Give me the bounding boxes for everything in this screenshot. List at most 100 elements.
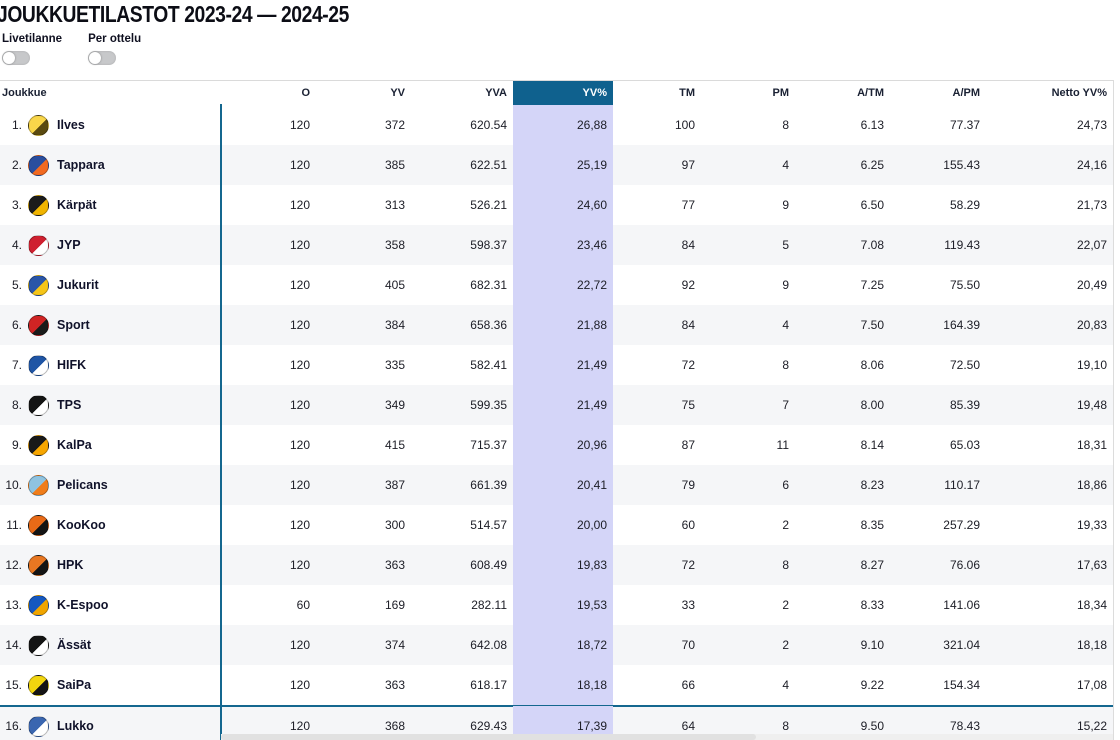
stat-yv: 405 xyxy=(384,278,405,292)
table-row[interactable]: 14. Ässät 120 374 642.08 18,72 70 2 9.10 321.04 18… xyxy=(0,625,1113,665)
stat-pm: 8 xyxy=(782,118,789,132)
stats-table: Joukkue O YV YVA YV% TM PM A/TM A/PM Netto YV% 1.… xyxy=(0,80,1113,740)
stat-apm: 141.06 xyxy=(943,598,980,612)
live-toggle-group: Livetilanne xyxy=(2,33,62,65)
stat-apm: 154.34 xyxy=(943,678,980,692)
team-name[interactable]: Jukurit xyxy=(57,278,99,292)
live-toggle-switch[interactable] xyxy=(2,51,30,65)
team-name[interactable]: SaiPa xyxy=(57,678,92,692)
stat-yvpct: 18,18 xyxy=(513,665,613,705)
stat-o: 120 xyxy=(289,678,310,692)
stat-o: 120 xyxy=(289,558,310,572)
stat-yv: 385 xyxy=(384,158,405,172)
table-row[interactable]: 6. Sport 120 384 658.36 21,88 84 4 7.50 164.39 20,… xyxy=(0,305,1113,345)
column-header-yvpct[interactable]: YV% xyxy=(513,81,613,105)
stat-yvpct: 23,46 xyxy=(513,225,613,265)
team-cell: 2. Tappara xyxy=(0,145,221,185)
stat-tm: 64 xyxy=(681,719,695,733)
stat-yv: 169 xyxy=(384,598,405,612)
column-header-o[interactable]: O xyxy=(301,87,310,99)
table-row[interactable]: 9. KalPa 120 415 715.37 20,96 87 11 8.14 65.03 18,… xyxy=(0,425,1113,465)
stat-atm: 8.06 xyxy=(860,358,884,372)
rank-label: 14. xyxy=(5,638,22,652)
stat-o: 120 xyxy=(289,719,310,733)
table-row[interactable]: 1. Ilves 120 372 620.54 26,88 100 8 6.13 77.37 24,… xyxy=(0,105,1113,145)
frozen-column-divider xyxy=(220,104,222,740)
stat-pm: 4 xyxy=(782,678,789,692)
stat-yva: 514.57 xyxy=(470,518,507,532)
column-header-apm[interactable]: A/PM xyxy=(952,87,981,99)
per-game-toggle-label: Per ottelu xyxy=(88,33,142,45)
column-header-netto[interactable]: Netto YV% xyxy=(1051,87,1107,99)
team-name[interactable]: KalPa xyxy=(57,438,92,452)
stat-yva: 582.41 xyxy=(470,358,507,372)
team-name[interactable]: Lukko xyxy=(57,719,94,733)
per-game-toggle-switch[interactable] xyxy=(88,51,117,65)
stat-apm: 58.29 xyxy=(949,198,980,212)
team-name[interactable]: Sport xyxy=(57,318,90,332)
column-header-atm[interactable]: A/TM xyxy=(857,87,884,99)
team-name[interactable]: Ilves xyxy=(57,118,85,132)
team-name[interactable]: K-Espoo xyxy=(57,598,109,612)
table-row[interactable]: 15. SaiPa 120 363 618.17 18,18 66 4 9.22 154.34 17… xyxy=(0,665,1113,705)
team-cell: 1. Ilves xyxy=(0,105,221,145)
stat-yva: 282.11 xyxy=(471,598,507,612)
table-row[interactable]: 3. Kärpät 120 313 526.21 24,60 77 9 6.50 58.29 21,… xyxy=(0,185,1113,225)
stat-netto: 20,83 xyxy=(1076,318,1107,332)
team-cell: 3. Kärpät xyxy=(0,185,221,225)
team-logo-icon xyxy=(28,594,49,616)
stat-yv: 349 xyxy=(384,398,405,412)
team-name[interactable]: Kärpät xyxy=(57,198,97,212)
team-cell: 7. HIFK xyxy=(0,345,221,385)
stat-yvpct: 26,88 xyxy=(513,105,613,145)
column-header-team[interactable]: Joukkue xyxy=(2,87,47,99)
stat-apm: 85.39 xyxy=(949,398,980,412)
team-name[interactable]: HIFK xyxy=(57,358,87,372)
table-row[interactable]: 10. Pelicans 120 387 661.39 20,41 79 6 8.23 110.1… xyxy=(0,465,1113,505)
stat-o: 120 xyxy=(289,198,310,212)
team-name[interactable]: JYP xyxy=(57,238,81,252)
stat-atm: 8.14 xyxy=(860,438,884,452)
stat-netto: 19,48 xyxy=(1076,398,1107,412)
horizontal-scrollbar[interactable] xyxy=(221,734,1113,740)
stat-tm: 87 xyxy=(681,438,695,452)
stat-pm: 2 xyxy=(782,638,789,652)
team-name[interactable]: Ässät xyxy=(57,638,92,652)
horizontal-scrollbar-thumb[interactable] xyxy=(221,734,757,740)
stat-o: 120 xyxy=(289,158,310,172)
stat-pm: 8 xyxy=(782,358,789,372)
team-name[interactable]: TPS xyxy=(57,398,82,412)
stat-tm: 77 xyxy=(681,198,695,212)
column-header-pm[interactable]: PM xyxy=(772,87,790,99)
table-row[interactable]: 5. Jukurit 120 405 682.31 22,72 92 9 7.25 75.50 20… xyxy=(0,265,1113,305)
team-name[interactable]: Tappara xyxy=(57,158,105,172)
team-name[interactable]: HPK xyxy=(57,558,84,572)
team-name[interactable]: KooKoo xyxy=(57,518,106,532)
stat-pm: 5 xyxy=(782,238,789,252)
team-name[interactable]: Pelicans xyxy=(57,478,108,492)
column-header-yv[interactable]: YV xyxy=(390,87,405,99)
table-row[interactable]: 2. Tappara 120 385 622.51 25,19 97 4 6.25 155.43 2… xyxy=(0,145,1113,185)
stat-o: 120 xyxy=(289,238,310,252)
team-cell: 13. K-Espoo xyxy=(0,585,221,625)
column-header-yva[interactable]: YVA xyxy=(485,87,507,99)
stat-netto: 15,22 xyxy=(1076,719,1107,733)
stat-tm: 79 xyxy=(681,478,695,492)
stat-yv: 313 xyxy=(384,198,405,212)
stat-pm: 11 xyxy=(776,438,789,452)
stat-apm: 75.50 xyxy=(949,278,980,292)
table-row[interactable]: 4. JYP 120 358 598.37 23,46 84 5 7.08 119.43 22,07 xyxy=(0,225,1113,265)
table-row[interactable]: 8. TPS 120 349 599.35 21,49 75 7 8.00 85.39 19,48 xyxy=(0,385,1113,425)
team-logo-icon xyxy=(28,634,49,656)
stat-atm: 8.00 xyxy=(860,398,884,412)
team-logo-icon xyxy=(28,194,49,216)
table-row[interactable]: 12. HPK 120 363 608.49 19,83 72 8 8.27 76.06 17,63 xyxy=(0,545,1113,585)
table-row[interactable]: 13. K-Espoo 60 169 282.11 19,53 33 2 8.33 141.06 1… xyxy=(0,585,1113,625)
table-row[interactable]: 7. HIFK 120 335 582.41 21,49 72 8 8.06 72.50 19,10 xyxy=(0,345,1113,385)
column-header-tm[interactable]: TM xyxy=(679,87,695,99)
stat-yva: 661.39 xyxy=(470,478,507,492)
stat-yv: 374 xyxy=(384,638,405,652)
table-row[interactable]: 11. KooKoo 120 300 514.57 20,00 60 2 8.35 257.29 1… xyxy=(0,505,1113,545)
stat-yv: 300 xyxy=(384,518,405,532)
stat-netto: 19,33 xyxy=(1076,518,1107,532)
